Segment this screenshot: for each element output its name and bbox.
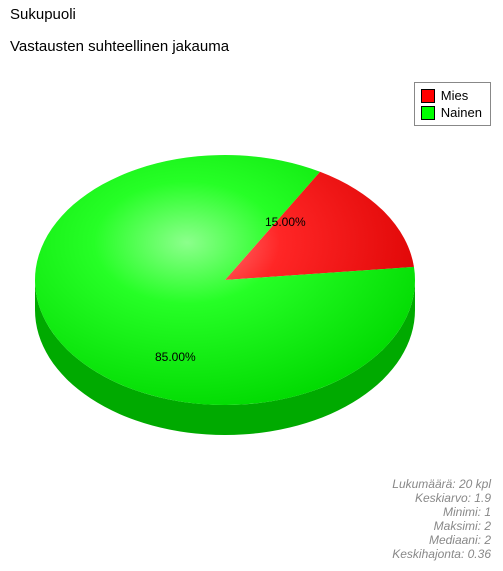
stats-line: Keskihajonta: 0.36 [392,547,491,561]
stats-line: Lukumäärä: 20 kpl [392,477,491,491]
legend: MiesNainen [414,82,491,126]
legend-item: Nainen [421,104,482,121]
pie-chart: 15.00% 85.00% [30,150,420,450]
stats-line: Keskiarvo: 1.9 [392,491,491,505]
stats-line: Mediaani: 2 [392,533,491,547]
legend-swatch [421,89,435,103]
slice-label: 85.00% [155,350,196,364]
legend-label: Mies [441,87,468,104]
legend-label: Nainen [441,104,482,121]
page-subtitle: Vastausten suhteellinen jakauma [10,38,229,55]
slice-label: 15.00% [265,215,306,229]
stats-line: Minimi: 1 [392,505,491,519]
stats-line: Maksimi: 2 [392,519,491,533]
page-title: Sukupuoli [10,6,76,23]
stats-block: Lukumäärä: 20 kplKeskiarvo: 1.9Minimi: 1… [392,477,491,561]
legend-item: Mies [421,87,482,104]
legend-swatch [421,106,435,120]
